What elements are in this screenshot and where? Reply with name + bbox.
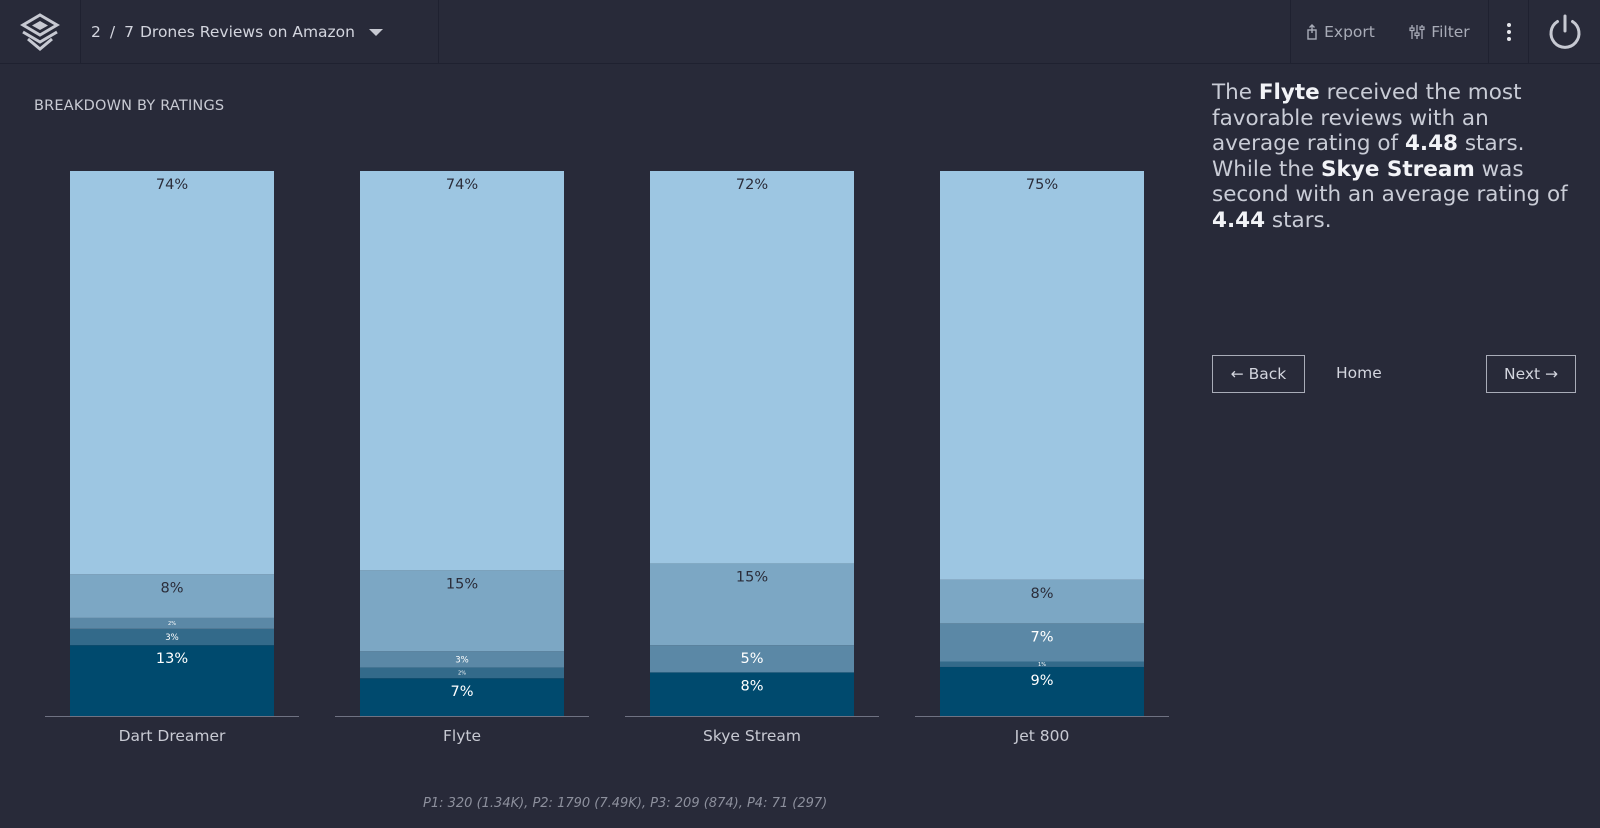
insight-runner-up-rating: 4.44 [1212,207,1266,233]
bar-segment-4 [70,574,274,618]
data-label: 1% [1038,662,1046,668]
more-menu-button[interactable] [1488,0,1528,64]
story-selector[interactable]: 2 / 7 Drones Reviews on Amazon [81,0,439,64]
home-link[interactable]: Home [1336,364,1382,382]
bar-segment-3 [940,623,1144,662]
data-label: 9% [1030,673,1053,689]
x-tick-label: Jet 800 [1014,727,1070,745]
data-label: 7% [450,684,473,700]
story-position: 2 [91,23,101,41]
bar-segment-5 [940,171,1144,580]
back-button[interactable]: ← Back [1212,355,1305,393]
bar-segment-3 [70,617,274,629]
data-label: 15% [446,576,478,592]
bar-segment-2 [940,661,1144,667]
bar-segment-5 [70,171,274,575]
insight-leader: Flyte [1258,80,1320,105]
filter-button[interactable]: Filter [1391,0,1488,64]
data-label: 8% [740,678,763,694]
chart-footnote: P1: 320 (1.34K), P2: 1790 (7.49K), P3: 2… [423,796,828,811]
insight-part-2: received the most favorable reviews with… [1212,80,1522,156]
x-tick-label: Dart Dreamer [119,727,226,745]
data-label: 8% [160,580,183,596]
data-label: 2% [168,621,176,627]
x-tick-label: Skye Stream [703,727,801,745]
section-title: BREAKDOWN BY RATINGS [34,98,225,114]
data-label: 75% [1026,177,1058,193]
data-label: 5% [740,651,763,667]
x-tick-label: Flyte [443,727,481,745]
story-separator: / [109,23,116,41]
bar-segment-2 [360,667,564,679]
data-label: 74% [156,177,188,193]
insight-part-1: The [1212,80,1259,105]
bar-segment-5 [360,171,564,571]
power-button[interactable] [1528,0,1600,64]
insight-runner-up: Skye Stream [1321,156,1475,182]
data-label: 2% [458,671,466,677]
data-label: 8% [1030,586,1053,602]
bar-segment-4 [360,570,564,652]
insight-part-5: stars. [1265,207,1332,233]
layers-logo-icon [20,13,60,51]
power-icon [1549,14,1580,49]
bar-segment-3 [360,651,564,668]
data-label: 7% [1030,629,1053,645]
top-bar: 2 / 7 Drones Reviews on Amazon Export Fi… [0,0,1600,64]
bar-segment-1 [70,645,274,716]
story-title: Drones Reviews on Amazon [139,23,355,41]
data-label: 3% [455,655,469,665]
bar-segment-1 [940,666,1144,716]
ratings-stacked-bar-chart: 13% 3% 2% 8% 74% Dart Dreamer 7% 2% 3% 15% 74% Flyt… [45,171,1169,745]
data-label: 13% [156,651,188,667]
bar-segment-4 [940,579,1144,624]
bar-segment-1 [360,678,564,716]
data-label: 15% [736,569,768,585]
data-label: 72% [736,177,768,193]
export-icon [1307,24,1317,40]
more-vertical-icon [1506,23,1511,41]
logo[interactable] [0,0,81,64]
insight-leader-rating: 4.48 [1404,131,1458,156]
bar-segment-3 [650,645,854,673]
insight-text: The Flyte received the most favorable re… [1212,80,1582,233]
filter-label: Filter [1431,23,1470,41]
chevron-down-icon[interactable] [368,29,383,36]
data-label: 3% [165,633,179,643]
next-button[interactable]: Next → [1486,355,1576,393]
insight-part-4: was second with an average rating of [1212,156,1568,208]
export-button[interactable]: Export [1290,0,1390,64]
bar-segment-1 [650,672,854,716]
filter-sliders-icon [1409,25,1425,39]
bar-segment-4 [650,563,854,646]
story-total: 7 [124,23,134,41]
data-label: 74% [446,177,478,193]
bar-segment-2 [70,628,274,646]
insight-part-3: stars. While the [1212,131,1525,182]
export-label: Export [1324,23,1375,41]
bar-segment-5 [650,171,854,564]
